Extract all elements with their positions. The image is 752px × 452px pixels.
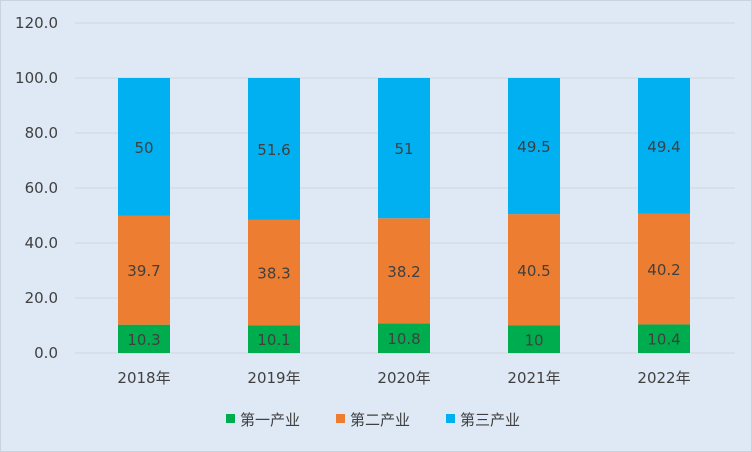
bar-segment-3 xyxy=(248,78,300,220)
bar-segment-2 xyxy=(508,214,560,326)
y-tick-label: 20.0 xyxy=(25,289,58,307)
data-label: 38.3 xyxy=(257,265,290,283)
legend-swatch xyxy=(336,414,345,423)
bar-segment-1 xyxy=(638,324,690,353)
legend-swatch xyxy=(446,414,455,423)
bar-segment-3 xyxy=(508,78,560,215)
data-label: 10.4 xyxy=(647,331,680,349)
y-tick-label: 120.0 xyxy=(15,14,58,32)
y-tick-label: 60.0 xyxy=(25,179,58,197)
data-label: 10.3 xyxy=(127,331,160,349)
data-label: 38.2 xyxy=(387,263,420,281)
data-label: 10.1 xyxy=(257,331,290,349)
bar-segment-1 xyxy=(248,325,300,353)
legend-label: 第二产业 xyxy=(350,411,410,429)
data-label: 50 xyxy=(134,139,153,157)
bar-segment-1 xyxy=(118,324,170,353)
y-tick-label: 0.0 xyxy=(34,344,58,362)
y-tick-label: 80.0 xyxy=(25,124,58,142)
legend-label: 第一产业 xyxy=(240,411,300,429)
x-tick-label: 2018年 xyxy=(117,369,170,387)
data-label: 39.7 xyxy=(127,262,160,280)
data-label: 51.6 xyxy=(257,141,290,159)
legend-label: 第三产业 xyxy=(460,411,520,429)
legend-swatch xyxy=(226,414,235,423)
data-label: 51 xyxy=(394,140,413,158)
data-label: 40.2 xyxy=(647,261,680,279)
bar-segment-3 xyxy=(118,78,170,216)
data-label: 49.4 xyxy=(647,138,680,156)
bar-segment-3 xyxy=(638,78,690,214)
data-label: 10 xyxy=(524,331,543,349)
bar-segment-2 xyxy=(638,213,690,325)
bar-segment-2 xyxy=(118,215,170,325)
data-label: 49.5 xyxy=(517,138,550,156)
y-tick-label: 40.0 xyxy=(25,234,58,252)
x-tick-label: 2020年 xyxy=(377,369,430,387)
bar-segment-1 xyxy=(378,323,430,353)
x-tick-label: 2022年 xyxy=(637,369,690,387)
bar-segment-3 xyxy=(378,78,430,219)
x-tick-label: 2019年 xyxy=(247,369,300,387)
bar-segment-2 xyxy=(378,218,430,324)
data-label: 10.8 xyxy=(387,330,420,348)
y-tick-label: 100.0 xyxy=(15,69,58,87)
bar-segment-2 xyxy=(248,219,300,326)
x-tick-label: 2021年 xyxy=(507,369,560,387)
data-label: 40.5 xyxy=(517,262,550,280)
bar-segment-1 xyxy=(508,325,560,353)
